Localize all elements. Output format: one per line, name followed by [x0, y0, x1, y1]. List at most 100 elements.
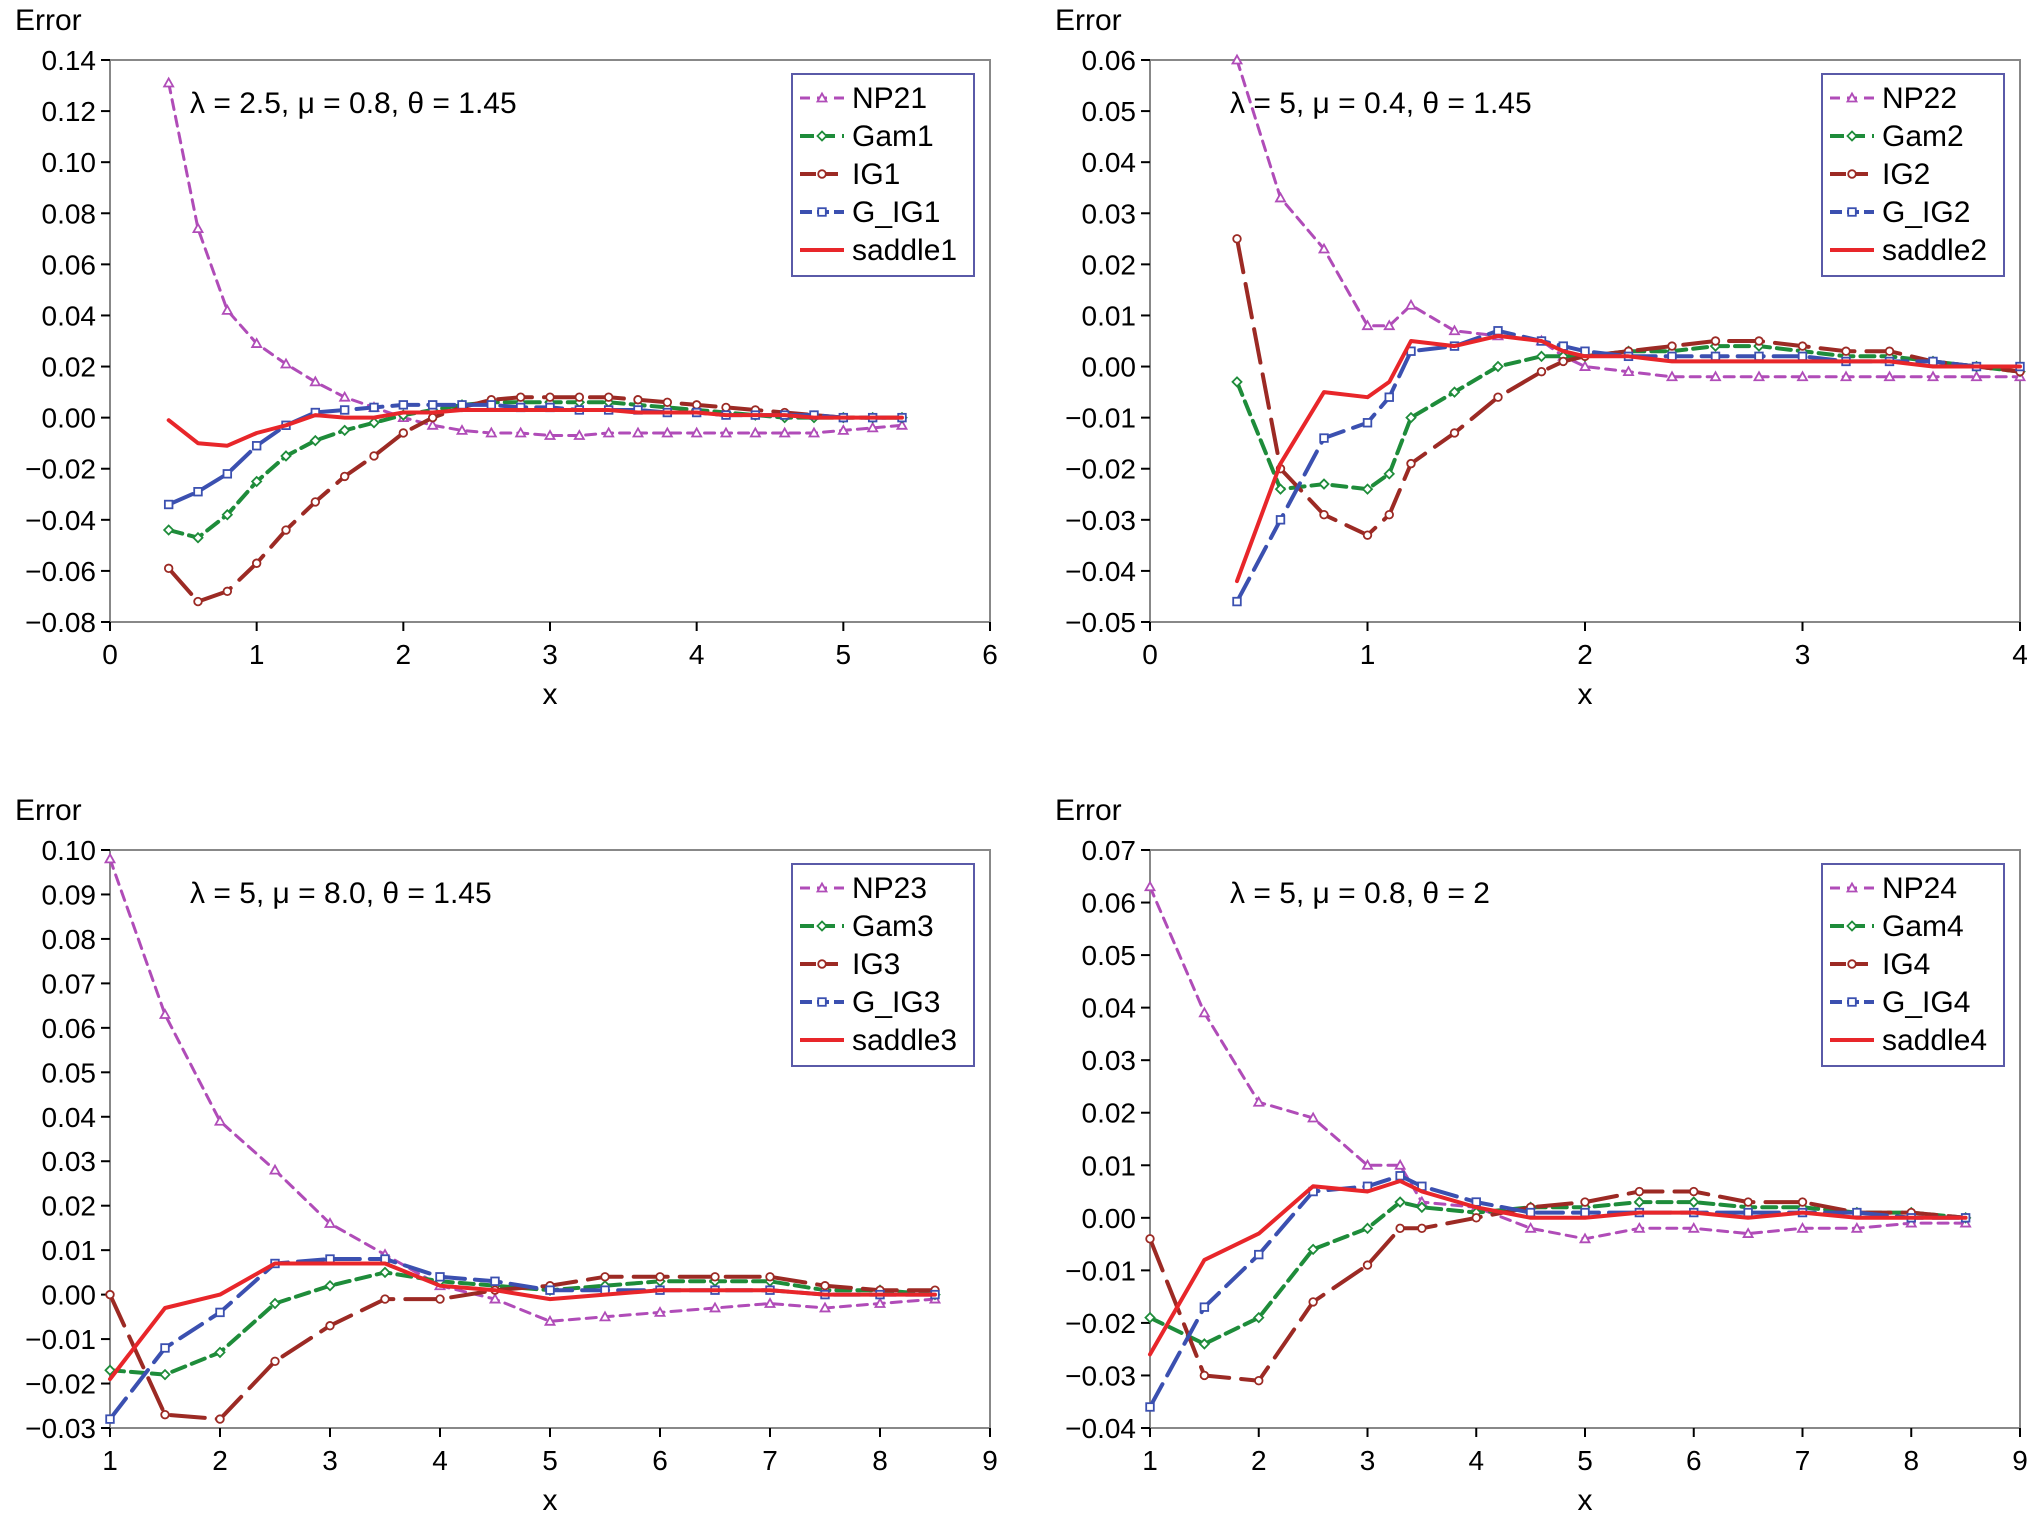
- data-point-IG4: [1362, 1260, 1373, 1270]
- y-tick-label: −0.04: [1065, 556, 1136, 587]
- y-tick-label: 0.05: [1082, 96, 1137, 127]
- data-point-NP22: [1622, 365, 1635, 377]
- parameter-annotation: λ = 5, μ = 8.0, θ = 1.45: [190, 877, 492, 910]
- data-point-NP21: [749, 426, 762, 438]
- y-tick-label: 0.04: [1082, 147, 1137, 178]
- data-point-IG1: [691, 400, 702, 410]
- data-point-NP23: [763, 1297, 777, 1308]
- x-tick-label: 1: [1360, 639, 1376, 670]
- data-point-NP22: [1883, 370, 1896, 382]
- data-point-IG4: [1395, 1223, 1405, 1234]
- x-tick-label: 1: [1142, 1445, 1158, 1476]
- x-tick-label: 6: [1686, 1445, 1702, 1476]
- data-point-G_IG4: [1145, 1402, 1155, 1412]
- y-tick-label: 0.06: [1082, 45, 1137, 76]
- legend: NP22 Gam2 IG2 G_IG2 saddle2: [1821, 73, 2005, 277]
- y-tick-label: 0.00: [1082, 1203, 1137, 1234]
- y-tick-label: −0.02: [1065, 1308, 1136, 1339]
- y-tick-label: 0.00: [42, 1280, 97, 1311]
- data-point-IG2: [1384, 510, 1394, 520]
- legend-label-Gam2: Gam2: [1882, 120, 1964, 153]
- legend-marker-NP21: [815, 91, 829, 103]
- y-tick-label: 0.03: [1082, 198, 1137, 229]
- data-point-G_IG1: [457, 400, 467, 410]
- data-point-IG2: [1667, 341, 1677, 351]
- x-tick-label: 5: [542, 1445, 558, 1476]
- data-point-IG1: [721, 402, 731, 413]
- series-line-saddle2: [1235, 333, 2022, 584]
- data-point-Gam1: [338, 424, 351, 437]
- legend-marker-G_IG3: [817, 997, 827, 1007]
- data-point-G_IG1: [427, 400, 438, 410]
- y-tick-label: −0.01: [1065, 403, 1136, 434]
- legend-label-NP23: NP23: [852, 872, 927, 905]
- y-tick-label: 0.14: [42, 45, 97, 76]
- data-point-IG1: [222, 586, 233, 597]
- series-line-G_IG1: [166, 402, 904, 507]
- x-tick-label: 9: [982, 1445, 998, 1476]
- data-point-NP23: [488, 1292, 502, 1304]
- data-point-IG1: [574, 392, 585, 402]
- y-tick-label: 0.01: [1082, 1150, 1137, 1181]
- x-tick-label: 5: [836, 639, 852, 670]
- x-tick-label: 2: [396, 639, 412, 670]
- x-tick-label: 6: [652, 1445, 668, 1476]
- legend-marker-IG1: [817, 169, 827, 179]
- data-point-IG1: [545, 392, 555, 402]
- x-axis-title: x: [1578, 1484, 1593, 1517]
- x-axis-title: x: [543, 678, 558, 711]
- legend: NP24 Gam4 IG4 G_IG4 saddle4: [1821, 863, 2005, 1067]
- data-point-IG4: [1743, 1197, 1753, 1207]
- x-tick-label: 2: [1577, 639, 1593, 670]
- y-tick-label: −0.03: [1065, 1360, 1136, 1391]
- data-point-G_IG2: [1667, 351, 1677, 362]
- data-point-NP22: [1970, 370, 1983, 382]
- legend-marker-IG3: [817, 959, 827, 969]
- data-point-Gam4: [1687, 1196, 1700, 1208]
- data-point-G_IG2: [1275, 515, 1286, 525]
- data-point-IG1: [310, 497, 321, 507]
- series-Gam4: [1144, 1196, 1972, 1350]
- data-point-IG4: [1580, 1197, 1590, 1207]
- x-tick-label: 4: [689, 639, 705, 670]
- legend-label-NP24: NP24: [1882, 872, 1957, 905]
- data-point-IG1: [398, 428, 409, 438]
- chart-panel-1: −0.08 −0.06 −0.04 −0.02 0.00 0.02 0.04 0.06 0.08…: [15, 4, 998, 711]
- parameter-annotation: λ = 5, μ = 0.4, θ = 1.45: [1230, 87, 1532, 120]
- data-point-IG2: [1754, 336, 1764, 346]
- data-point-G_IG1: [163, 499, 174, 510]
- y-tick-label: 0.07: [42, 968, 97, 999]
- x-tick-label: 9: [2012, 1445, 2027, 1476]
- x-tick-label: 5: [1577, 1445, 1593, 1476]
- data-point-NP21: [543, 429, 557, 440]
- y-tick-label: 0.00: [1082, 352, 1137, 383]
- data-point-IG2: [1710, 336, 1721, 346]
- data-point-G_IG4: [1199, 1302, 1210, 1312]
- data-point-IG4: [1471, 1213, 1481, 1223]
- y-axis-title: Error: [1055, 794, 1122, 827]
- data-point-Gam2: [1448, 386, 1461, 398]
- legend-label-IG4: IG4: [1882, 948, 1930, 981]
- data-point-NP24: [1687, 1221, 1700, 1233]
- series-line-saddle3: [108, 1261, 937, 1382]
- data-point-Gam3: [269, 1297, 281, 1310]
- data-point-NP22: [1839, 370, 1853, 382]
- data-point-NP22: [1361, 319, 1374, 331]
- data-point-IG4: [1634, 1186, 1645, 1197]
- data-point-G_IG4: [1254, 1249, 1264, 1260]
- x-tick-label: 4: [432, 1445, 448, 1476]
- data-point-G_IG3: [160, 1343, 170, 1353]
- y-tick-label: 0.00: [42, 403, 97, 434]
- series-line-Gam1: [166, 400, 904, 540]
- legend-label-G_IG2: G_IG2: [1882, 196, 1970, 229]
- x-tick-label: 2: [1251, 1445, 1267, 1476]
- data-point-IG1: [515, 392, 526, 402]
- data-point-NP21: [426, 418, 439, 430]
- x-tick-label: 6: [982, 639, 998, 670]
- series-Gam1: [162, 396, 908, 544]
- y-tick-label: 0.08: [42, 198, 97, 229]
- series-line-saddle1: [166, 408, 904, 448]
- series-line-NP22: [1235, 58, 2022, 379]
- legend-label-Gam3: Gam3: [852, 910, 934, 943]
- x-tick-label: 3: [1795, 639, 1811, 670]
